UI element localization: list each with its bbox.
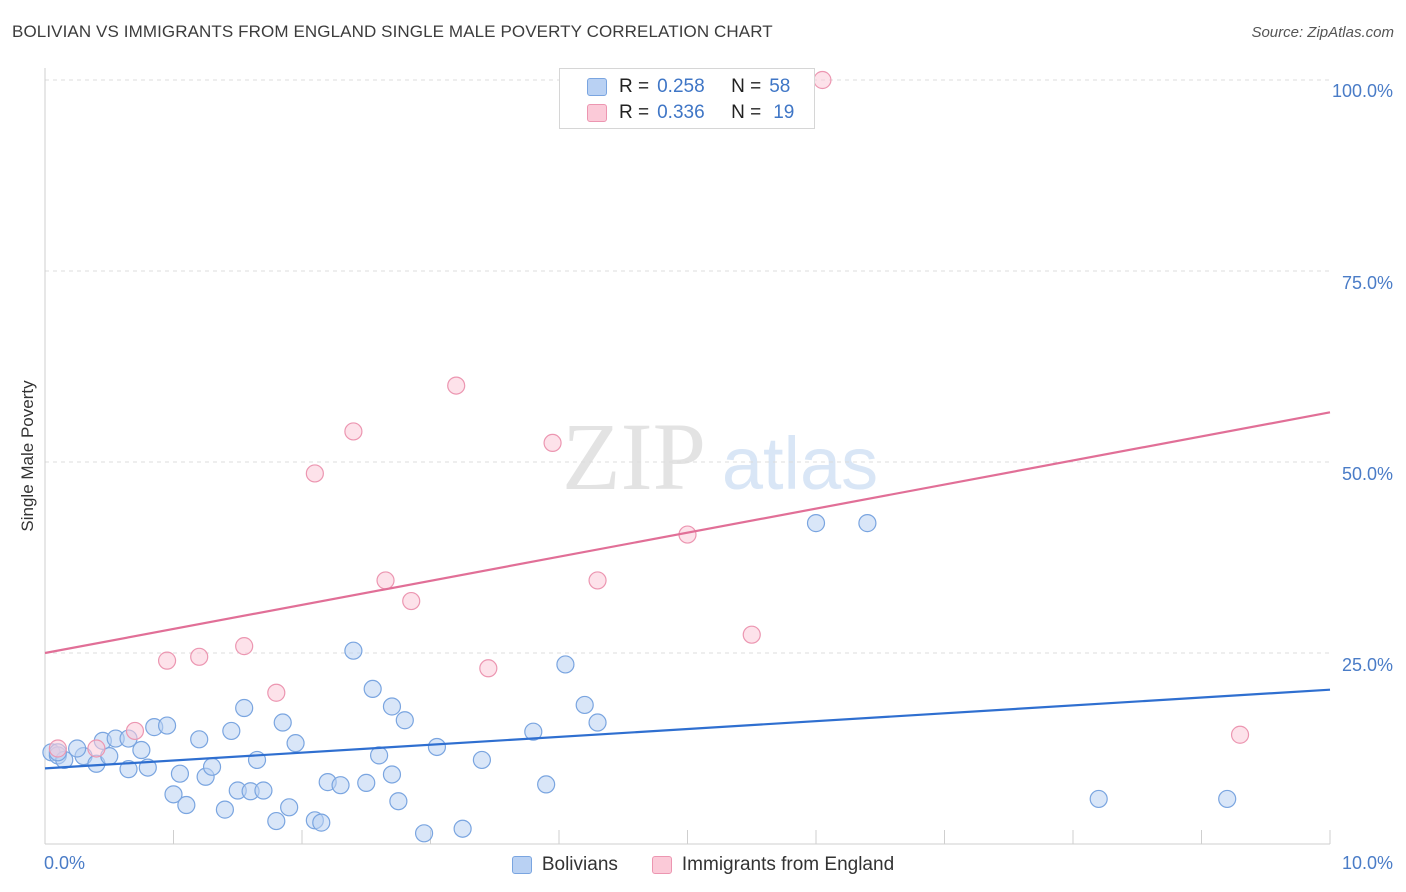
bolivian-point (357, 773, 376, 792)
england-trendline (44, 411, 1331, 655)
bolivian-point (453, 819, 472, 838)
bolivian-point (389, 792, 408, 811)
england-swatch (587, 104, 607, 122)
bolivian-point (588, 713, 607, 732)
england-point (813, 70, 832, 90)
x-tick-label: 0.0% (44, 853, 85, 873)
y-tick-label: 25.0% (1342, 655, 1393, 675)
bolivian-point (806, 514, 826, 533)
bolivian-point (524, 722, 543, 741)
bolivian-point (254, 781, 273, 800)
bolivian-point (164, 785, 183, 804)
bolivian-point (472, 750, 491, 770)
bolivian-point (177, 795, 196, 815)
bolivian-point (68, 739, 87, 758)
bolivian-point (363, 679, 382, 699)
n-value: 19 (773, 102, 795, 123)
legend-swatch-blue (511, 856, 532, 874)
bolivian-point (427, 737, 447, 757)
bolivian-point (1218, 789, 1237, 809)
bolivian-point (414, 824, 434, 843)
bolivians-swatch (587, 78, 607, 96)
bolivian-point (280, 798, 299, 817)
legend-label-england: Immigrants from England (681, 854, 895, 875)
bolivian-point (157, 716, 177, 735)
bolivian-point (170, 764, 190, 783)
england-point (267, 683, 286, 702)
bolivian-point (575, 695, 594, 715)
england-point (235, 637, 254, 656)
axes (44, 68, 1331, 845)
stats-box: R = 0.258 N = 58 R = 0.336 N = 19 (559, 68, 815, 129)
bolivian-point (331, 776, 350, 795)
bolivian-point (556, 655, 575, 674)
bolivian-point (235, 698, 254, 718)
england-point (87, 739, 106, 758)
england-point (157, 651, 177, 670)
bolivian-point (382, 697, 402, 716)
points (42, 70, 1250, 843)
bolivian-point (267, 811, 286, 831)
england-point (376, 571, 395, 590)
source-label: Source: ZipAtlas.com (1251, 24, 1394, 41)
england-point (190, 647, 209, 666)
england-point (479, 659, 498, 678)
bolivian-point (858, 514, 877, 533)
r-label: R = (619, 76, 650, 97)
england-point (742, 625, 761, 644)
legend-swatch-pink (651, 856, 672, 874)
bolivian-point (286, 734, 305, 753)
bolivian-point (190, 730, 209, 749)
n-label: N = (731, 76, 762, 97)
bolivian-point (382, 765, 402, 784)
bolivian-point (344, 641, 363, 660)
r-value: 0.258 (657, 76, 705, 97)
england-point (402, 591, 421, 611)
chart-title: BOLIVIAN VS IMMIGRANTS FROM ENGLAND SING… (12, 22, 773, 41)
r-label: R = (619, 102, 650, 123)
trendlines (44, 411, 1331, 770)
england-point (48, 739, 67, 758)
n-label: N = (731, 102, 762, 123)
watermark-atlas: atlas (722, 422, 878, 505)
bolivian-point (395, 711, 414, 730)
legend-label-bolivians: Bolivians (541, 854, 618, 875)
bolivian-point (132, 740, 151, 760)
bolivian-point (537, 775, 556, 794)
bolivian-point (370, 746, 389, 765)
england-point (1230, 725, 1250, 744)
legend-item-bolivians[interactable]: Bolivians (511, 854, 618, 876)
bolivian-point (215, 800, 234, 819)
grid (45, 79, 1330, 654)
england-point (447, 376, 466, 395)
watermark-zip: ZIP (562, 403, 706, 510)
y-tick-label: 50.0% (1342, 464, 1393, 484)
bolivian-point (273, 713, 292, 732)
england-point (305, 464, 324, 483)
bolivian-point (119, 760, 138, 779)
bolivian-point (202, 757, 222, 776)
y-tick-label: 100.0% (1332, 81, 1393, 101)
x-tick-label: 10.0% (1342, 853, 1393, 873)
legend-item-england[interactable]: Immigrants from England (651, 854, 895, 876)
watermark: ZIP atlas (562, 403, 878, 510)
y-tick-label: 75.0% (1342, 273, 1393, 293)
bolivian-point (222, 721, 241, 741)
england-point (588, 571, 607, 590)
england-point (543, 433, 562, 452)
bolivian-point (1089, 789, 1108, 809)
england-point (344, 422, 363, 441)
r-value: 0.336 (657, 102, 705, 123)
bolivian-point (312, 813, 331, 832)
bolivians-trendline (44, 688, 1331, 770)
england-point (125, 721, 145, 741)
stats-row-bolivians: R = 0.258 N = 58 (560, 74, 790, 100)
stats-row-england: R = 0.336 N = 19 (560, 100, 794, 126)
legend: Bolivians Immigrants from England (0, 852, 1406, 878)
n-value: 58 (769, 76, 791, 97)
ticks: 25.0% 50.0% 75.0% 100.0% 0.0% 10.0% (44, 81, 1393, 873)
